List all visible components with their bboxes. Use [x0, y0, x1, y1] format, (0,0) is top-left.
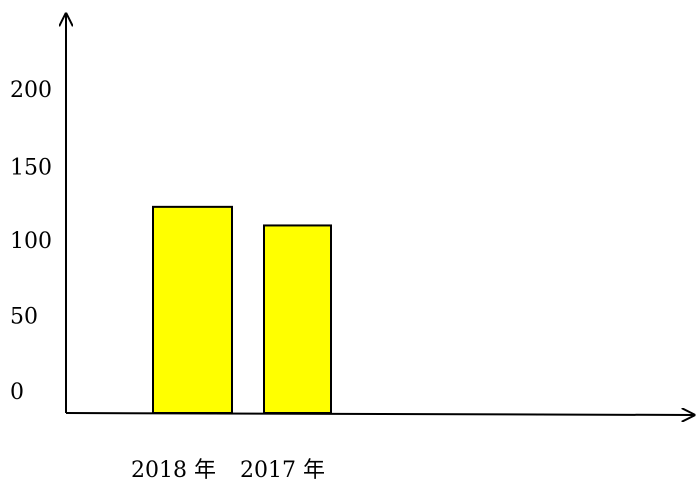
y-tick-label: 200 — [10, 78, 52, 103]
y-tick-label: 150 — [10, 156, 52, 181]
bar — [263, 224, 332, 414]
y-tick-label: 100 — [10, 229, 52, 254]
x-tick-labels: 2018 年 2017 年 — [131, 458, 325, 483]
y-tick-label: 0 — [10, 380, 24, 405]
y-tick-labels: 0 50 100 150 200 — [10, 78, 52, 405]
bar — [152, 205, 233, 414]
x-tick-label: 2018 年 — [131, 458, 216, 483]
bars — [152, 205, 332, 414]
x-tick-label: 2017 年 — [240, 458, 325, 483]
y-tick-label: 50 — [10, 305, 38, 330]
